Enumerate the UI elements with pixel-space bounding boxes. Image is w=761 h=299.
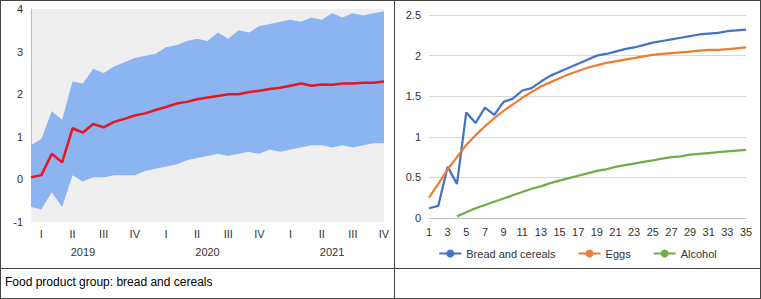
svg-text:-1: -1 [13, 216, 23, 228]
svg-text:27: 27 [665, 226, 677, 238]
svg-text:31: 31 [703, 226, 715, 238]
svg-text:19: 19 [591, 226, 603, 238]
svg-text:3: 3 [17, 46, 23, 58]
svg-text:4: 4 [17, 3, 23, 15]
svg-text:23: 23 [628, 226, 640, 238]
svg-text:I: I [289, 228, 292, 240]
svg-text:11: 11 [517, 226, 528, 238]
svg-text:2019: 2019 [71, 246, 95, 258]
svg-text:21: 21 [609, 226, 621, 238]
svg-text:II: II [319, 228, 325, 240]
svg-text:29: 29 [684, 226, 696, 238]
svg-text:25: 25 [647, 226, 659, 238]
svg-text:I: I [164, 228, 167, 240]
svg-text:15: 15 [553, 226, 565, 238]
svg-text:2: 2 [415, 50, 421, 62]
svg-text:7: 7 [482, 226, 488, 238]
svg-text:33: 33 [721, 226, 733, 238]
svg-text:0.5: 0.5 [406, 171, 421, 183]
svg-text:Eggs: Eggs [606, 248, 632, 260]
svg-text:3: 3 [445, 226, 451, 238]
svg-text:Bread and cereals: Bread and cereals [466, 248, 556, 260]
svg-text:1: 1 [426, 226, 432, 238]
svg-text:0: 0 [17, 173, 23, 185]
svg-text:IV: IV [130, 228, 141, 240]
svg-text:0: 0 [415, 212, 421, 224]
svg-text:2020: 2020 [195, 246, 219, 258]
svg-text:9: 9 [501, 226, 507, 238]
svg-text:2: 2 [17, 88, 23, 100]
svg-text:III: III [224, 228, 233, 240]
svg-text:IV: IV [254, 228, 265, 240]
svg-text:1: 1 [415, 131, 421, 143]
svg-text:2.5: 2.5 [406, 9, 421, 21]
svg-text:17: 17 [572, 226, 584, 238]
svg-text:13: 13 [535, 226, 547, 238]
svg-text:III: III [99, 228, 108, 240]
svg-text:I: I [40, 228, 43, 240]
svg-text:III: III [348, 228, 357, 240]
svg-text:1.5: 1.5 [406, 90, 421, 102]
svg-text:Alcohol: Alcohol [681, 248, 717, 260]
svg-text:II: II [194, 228, 200, 240]
svg-text:II: II [69, 228, 75, 240]
svg-text:5: 5 [463, 226, 469, 238]
svg-text:1: 1 [17, 131, 23, 143]
svg-text:IV: IV [379, 228, 390, 240]
svg-text:2021: 2021 [320, 246, 344, 258]
svg-text:35: 35 [740, 226, 752, 238]
html-text:Food product group: bread and: Food product group: bread and cereals [5, 275, 213, 289]
